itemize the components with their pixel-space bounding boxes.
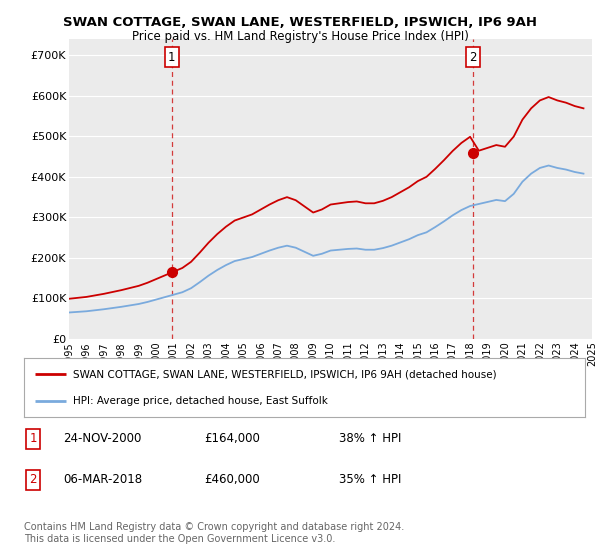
Text: 1: 1: [168, 51, 176, 64]
Text: Contains HM Land Registry data © Crown copyright and database right 2024.
This d: Contains HM Land Registry data © Crown c…: [24, 522, 404, 544]
Text: 06-MAR-2018: 06-MAR-2018: [63, 473, 142, 486]
Text: £460,000: £460,000: [204, 473, 260, 486]
Text: £164,000: £164,000: [204, 432, 260, 445]
Text: 1: 1: [29, 432, 37, 445]
Text: 2: 2: [29, 473, 37, 486]
Text: 38% ↑ HPI: 38% ↑ HPI: [339, 432, 401, 445]
Text: 2: 2: [469, 51, 477, 64]
Text: SWAN COTTAGE, SWAN LANE, WESTERFIELD, IPSWICH, IP6 9AH: SWAN COTTAGE, SWAN LANE, WESTERFIELD, IP…: [63, 16, 537, 29]
Text: 24-NOV-2000: 24-NOV-2000: [63, 432, 142, 445]
Text: SWAN COTTAGE, SWAN LANE, WESTERFIELD, IPSWICH, IP6 9AH (detached house): SWAN COTTAGE, SWAN LANE, WESTERFIELD, IP…: [73, 369, 497, 379]
Text: 35% ↑ HPI: 35% ↑ HPI: [339, 473, 401, 486]
Text: HPI: Average price, detached house, East Suffolk: HPI: Average price, detached house, East…: [73, 396, 328, 407]
Text: Price paid vs. HM Land Registry's House Price Index (HPI): Price paid vs. HM Land Registry's House …: [131, 30, 469, 43]
